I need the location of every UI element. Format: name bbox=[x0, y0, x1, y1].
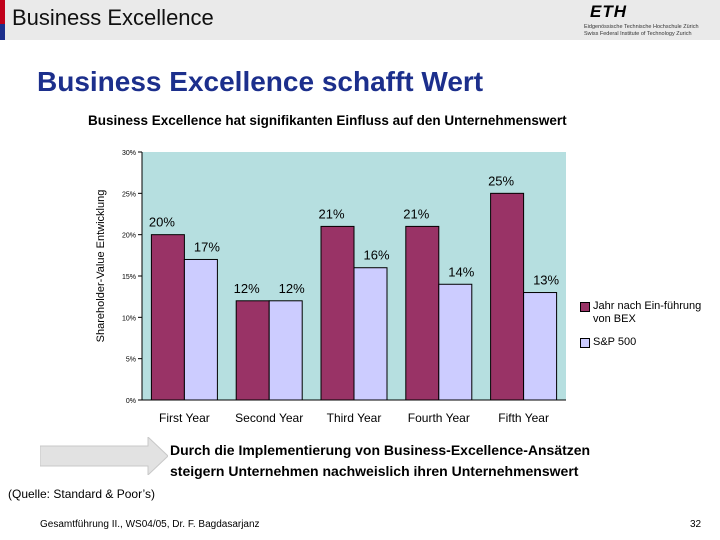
y-tick-label: 5% bbox=[126, 357, 136, 364]
y-tick-label: 25% bbox=[122, 191, 136, 198]
data-label-2-3: 16% bbox=[363, 248, 389, 263]
x-tick-label: Second Year bbox=[235, 411, 303, 425]
conclusion-text: Durch die Implementierung von Business-E… bbox=[170, 440, 590, 482]
legend-label-series1: Jahr nach Ein-führung von BEX bbox=[593, 300, 702, 325]
data-label-1-2: 12% bbox=[234, 281, 260, 296]
header-bar bbox=[0, 0, 720, 40]
y-tick-label: 10% bbox=[122, 315, 136, 322]
bar-1-2 bbox=[235, 300, 270, 401]
eth-logo-line1: Eidgenössische Technische Hochschule Zür… bbox=[584, 24, 699, 30]
y-tick-label: 30% bbox=[122, 150, 136, 157]
x-tick-label: First Year bbox=[159, 411, 210, 425]
y-axis-label: Shareholder-Value Entwicklung bbox=[95, 190, 107, 343]
legend-swatch-series2 bbox=[580, 338, 590, 348]
data-label-1-5: 25% bbox=[488, 173, 514, 188]
x-tick-label: Fourth Year bbox=[408, 411, 470, 425]
bar-2-3 bbox=[353, 267, 388, 401]
legend-label-series2: S&P 500 bbox=[593, 336, 637, 348]
legend-swatch-series1 bbox=[580, 302, 590, 312]
header-title: Business Excellence bbox=[12, 5, 214, 30]
bar-2-5 bbox=[523, 292, 558, 401]
arrow-right-icon bbox=[40, 437, 168, 475]
bar-1-4 bbox=[405, 225, 440, 401]
slide-title: Business Excellence schafft Wert bbox=[37, 66, 484, 97]
source-note: (Quelle: Standard & Poor’s) bbox=[8, 487, 155, 501]
header-accent-red bbox=[0, 0, 5, 24]
data-label-1-4: 21% bbox=[403, 206, 429, 221]
data-label-2-1: 17% bbox=[194, 239, 220, 254]
bar-2-4 bbox=[438, 283, 473, 401]
conclusion-line2: steigern Unternehmen nachweislich ihren … bbox=[170, 463, 579, 479]
data-label-2-5: 13% bbox=[533, 273, 559, 288]
bar-1-1 bbox=[150, 234, 185, 401]
bar-2-2 bbox=[268, 300, 303, 401]
chart-subtitle: Business Excellence hat signifikanten Ei… bbox=[88, 113, 567, 128]
eth-logo-line2: Swiss Federal Institute of Technology Zu… bbox=[584, 31, 692, 37]
data-label-1-1: 20% bbox=[149, 215, 175, 230]
data-label-1-3: 21% bbox=[318, 206, 344, 221]
page-number: 32 bbox=[690, 519, 702, 530]
bar-2-1 bbox=[183, 258, 218, 401]
eth-logo: ETH Eidgenössische Technische Hochschule… bbox=[584, 2, 714, 38]
footer-text: Gesamtführung II., WS04/05, Dr. F. Bagda… bbox=[40, 519, 260, 530]
x-tick-label: Fifth Year bbox=[498, 411, 549, 425]
conclusion-line1: Durch die Implementierung von Business-E… bbox=[170, 442, 591, 458]
data-label-2-2: 12% bbox=[279, 281, 305, 296]
bar-1-3 bbox=[320, 225, 355, 401]
x-tick-label: Third Year bbox=[327, 411, 382, 425]
header-accent-blue bbox=[0, 24, 5, 40]
bar-1-5 bbox=[490, 192, 525, 401]
y-tick-label: 0% bbox=[126, 398, 136, 405]
y-tick-label: 20% bbox=[122, 233, 136, 240]
eth-logo-word: ETH bbox=[590, 2, 627, 21]
data-label-2-4: 14% bbox=[448, 264, 474, 279]
y-tick-label: 15% bbox=[122, 274, 136, 281]
